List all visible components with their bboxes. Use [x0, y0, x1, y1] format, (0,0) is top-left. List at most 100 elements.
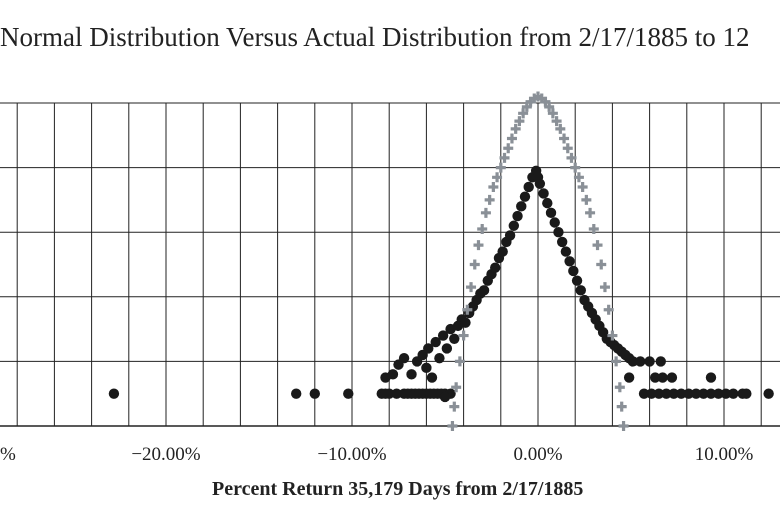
data-point: [504, 230, 516, 241]
series-0: [108, 165, 774, 403]
data-point: [534, 178, 546, 189]
data-point: [635, 356, 646, 367]
data-point: [575, 285, 586, 296]
data-point: [713, 388, 724, 399]
data-point: [469, 259, 480, 270]
data-point: [490, 262, 501, 273]
data-point: [398, 352, 410, 364]
data-point: [108, 388, 120, 399]
data-point: [562, 143, 573, 154]
series-1: [447, 91, 629, 431]
data-point: [426, 372, 438, 383]
data-point: [538, 188, 549, 199]
data-point: [596, 259, 607, 270]
data-point: [657, 372, 668, 383]
data-point: [553, 227, 564, 238]
data-point: [547, 108, 558, 119]
data-point: [449, 333, 460, 344]
data-point: [581, 194, 592, 205]
x-tick-label: −10.00%: [317, 444, 386, 465]
data-point: [559, 133, 570, 144]
data-point: [655, 356, 666, 367]
data-point: [488, 181, 499, 192]
data-point: [690, 388, 702, 399]
data-point: [343, 388, 354, 399]
data-point: [484, 194, 495, 205]
data-point: [391, 388, 402, 399]
data-point: [599, 282, 610, 293]
data-point: [555, 123, 566, 134]
data-point: [741, 388, 752, 399]
data-point: [506, 133, 517, 144]
data-point: [512, 210, 523, 222]
data-point: [566, 152, 577, 163]
data-point: [387, 369, 399, 380]
data-point: [441, 343, 453, 354]
data-point: [623, 372, 635, 383]
data-point: [728, 388, 739, 399]
data-point: [460, 317, 471, 328]
data-point: [430, 336, 441, 348]
data-point: [480, 207, 491, 218]
data-point: [384, 388, 395, 399]
x-tick-label: 0.00%: [513, 444, 562, 465]
data-point: [458, 330, 469, 341]
data-point: [477, 223, 488, 234]
data-point: [607, 330, 618, 341]
data-point: [560, 246, 572, 257]
data-point: [676, 388, 687, 399]
data-point: [540, 96, 551, 107]
data-point: [510, 123, 521, 134]
data-point: [577, 181, 588, 192]
data-point: [497, 246, 508, 257]
data-point: [514, 116, 525, 127]
data-point: [666, 372, 678, 383]
data-point: [544, 101, 555, 112]
data-point: [545, 207, 557, 219]
data-point: [556, 236, 568, 248]
data-point: [521, 101, 532, 112]
data-point: [644, 356, 655, 367]
data-point: [451, 382, 462, 393]
data-point: [573, 172, 584, 183]
data-point: [705, 388, 717, 399]
data-point: [720, 388, 732, 399]
data-point: [437, 330, 449, 341]
data-point: [571, 275, 583, 286]
data-point: [638, 388, 650, 399]
data-point: [542, 197, 553, 209]
data-point: [588, 223, 599, 234]
data-point: [763, 388, 774, 399]
x-axis-ticks: % −20.00% −10.00% 0.00% 10.00%: [0, 444, 753, 465]
data-point: [568, 265, 579, 277]
data-point: [668, 388, 679, 399]
data-point: [614, 382, 625, 393]
data-point: [698, 388, 709, 399]
data-point: [449, 401, 460, 412]
x-tick-label: 10.00%: [695, 444, 754, 465]
data-point: [516, 201, 527, 212]
data-point: [495, 162, 506, 173]
data-point: [454, 356, 465, 367]
data-point: [423, 343, 434, 354]
data-point: [646, 388, 657, 399]
data-point: [447, 421, 458, 431]
data-point: [616, 401, 627, 412]
data-point: [406, 369, 417, 380]
x-tick-label: %: [0, 444, 16, 465]
data-point: [499, 152, 510, 163]
data-point: [523, 181, 534, 193]
chart-title: Normal Distribution Versus Actual Distri…: [0, 22, 750, 52]
plot-area: [108, 91, 774, 431]
data-point: [603, 304, 614, 315]
data-point: [291, 388, 302, 399]
data-point: [627, 356, 639, 367]
data-point: [551, 116, 562, 127]
data-point: [503, 143, 514, 154]
data-point: [611, 356, 622, 367]
data-point: [492, 172, 503, 183]
data-point: [585, 207, 596, 218]
data-point: [649, 372, 661, 383]
data-point: [661, 388, 672, 399]
